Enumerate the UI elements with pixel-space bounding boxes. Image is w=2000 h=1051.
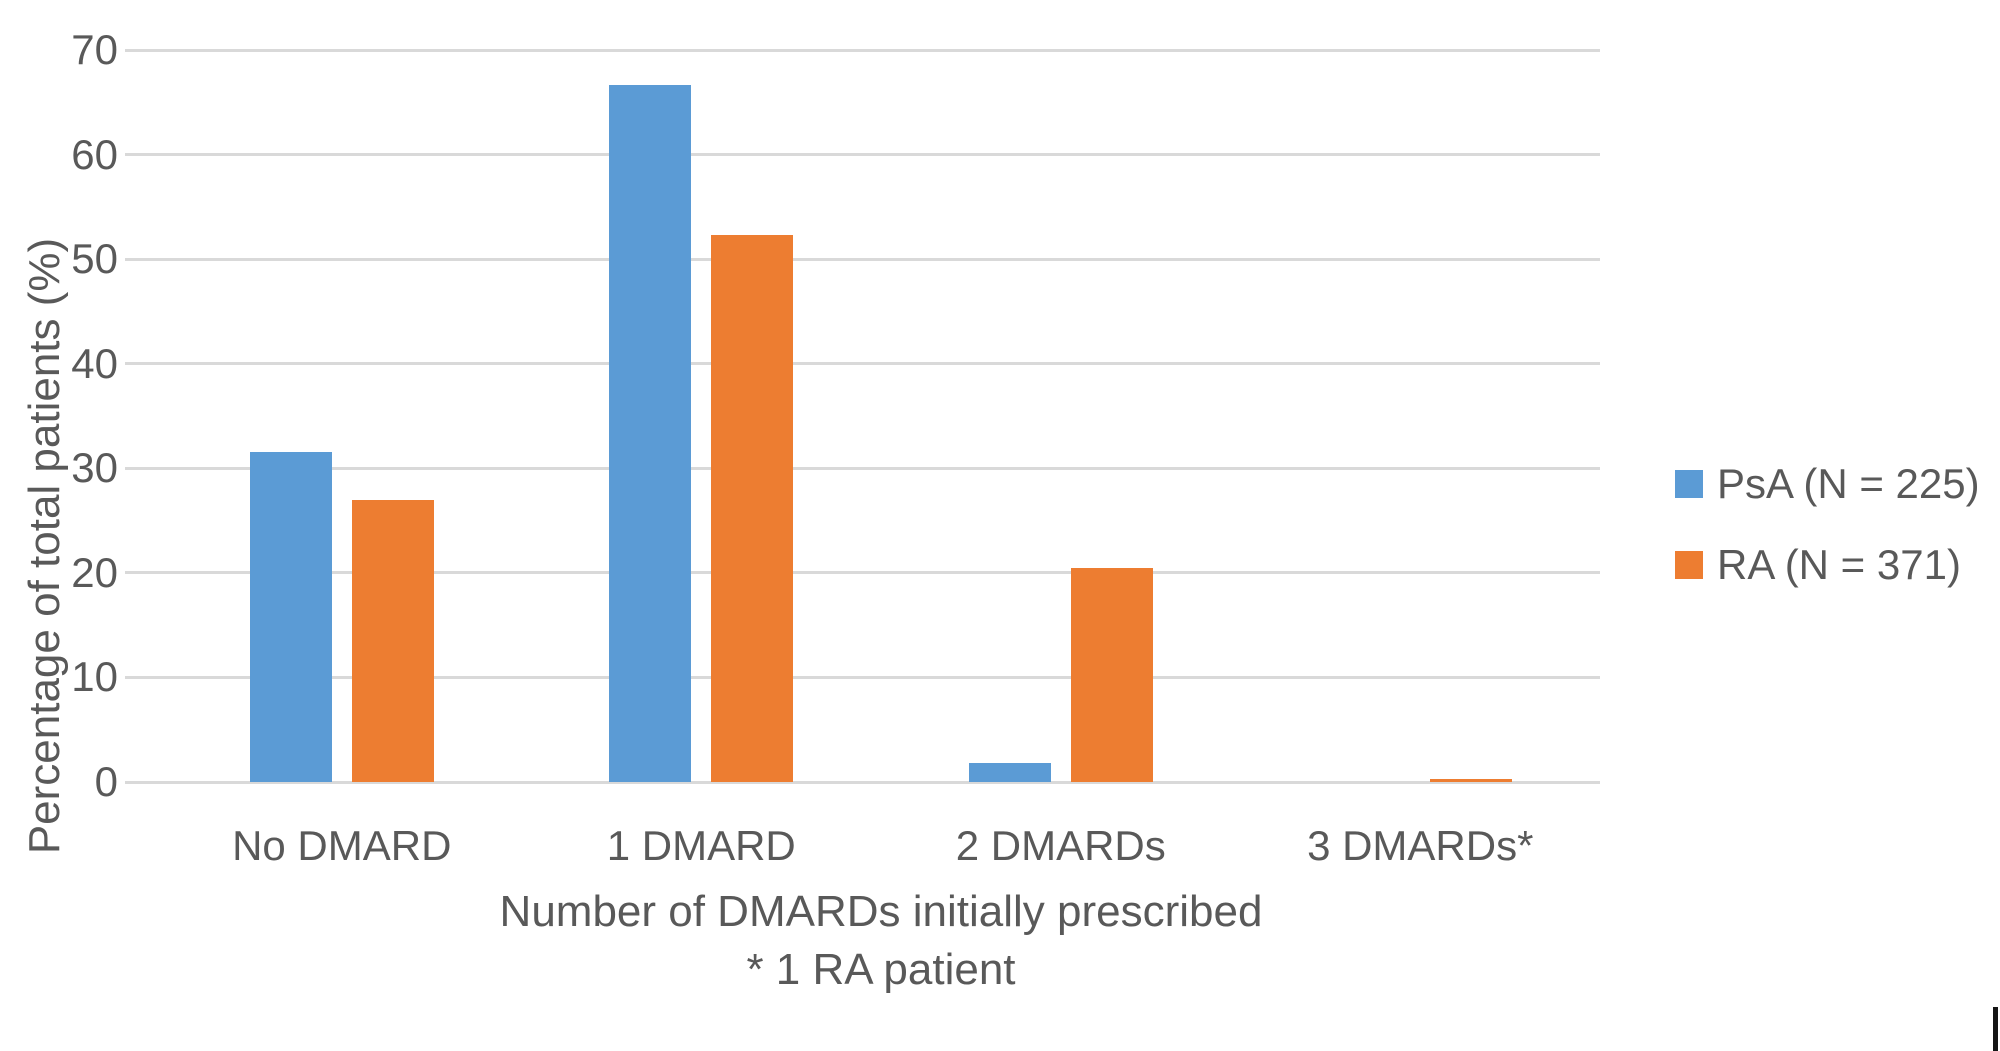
x-axis-title: Number of DMARDs initially prescribed bbox=[499, 887, 1263, 936]
edge-artifact-mark bbox=[1993, 1007, 1998, 1051]
bar-ra-2-dmards bbox=[1071, 568, 1153, 782]
y-tick-label-50: 50 bbox=[71, 235, 118, 283]
gridline-0 bbox=[125, 780, 1600, 784]
bar-psa-1-dmard bbox=[609, 85, 691, 782]
gridline-30 bbox=[125, 466, 1600, 470]
legend-swatch-icon bbox=[1675, 551, 1703, 579]
bar-psa-no-dmard bbox=[250, 452, 332, 782]
y-tick-label-30: 30 bbox=[71, 444, 118, 492]
bar-ra-no-dmard bbox=[352, 500, 434, 782]
legend-swatch-icon bbox=[1675, 470, 1703, 498]
y-tick-label-70: 70 bbox=[71, 26, 118, 73]
y-tick-label-20: 20 bbox=[71, 548, 118, 596]
gridline-70 bbox=[125, 48, 1600, 52]
gridline-40 bbox=[125, 362, 1600, 366]
x-category-label-3-dmards: 3 DMARDs* bbox=[1307, 822, 1534, 869]
gridline-10 bbox=[125, 675, 1600, 679]
gridline-50 bbox=[125, 257, 1600, 261]
legend-item-psa: PsA (N = 225) bbox=[1675, 460, 1980, 508]
y-tick-label-60: 60 bbox=[71, 130, 118, 178]
legend-item-ra: RA (N = 371) bbox=[1675, 541, 1961, 589]
y-tick-label-0: 0 bbox=[94, 758, 118, 805]
y-tick-label-10: 10 bbox=[71, 653, 118, 701]
x-category-label-2-dmards: 2 DMARDs bbox=[955, 822, 1166, 869]
bar-ra-1-dmard bbox=[711, 235, 793, 782]
gridline-20 bbox=[125, 571, 1600, 575]
bar-ra-3-dmards bbox=[1430, 779, 1512, 782]
bar-psa-2-dmards bbox=[969, 763, 1051, 782]
gridline-60 bbox=[125, 153, 1600, 157]
y-tick-label-40: 40 bbox=[71, 339, 118, 387]
x-category-label-1-dmard: 1 DMARD bbox=[606, 822, 796, 869]
x-axis-footnote: * 1 RA patient bbox=[746, 945, 1016, 994]
x-category-label-no-dmard: No DMARD bbox=[232, 822, 452, 869]
legend-label: RA (N = 371) bbox=[1717, 541, 1961, 588]
legend-label: PsA (N = 225) bbox=[1717, 460, 1980, 507]
